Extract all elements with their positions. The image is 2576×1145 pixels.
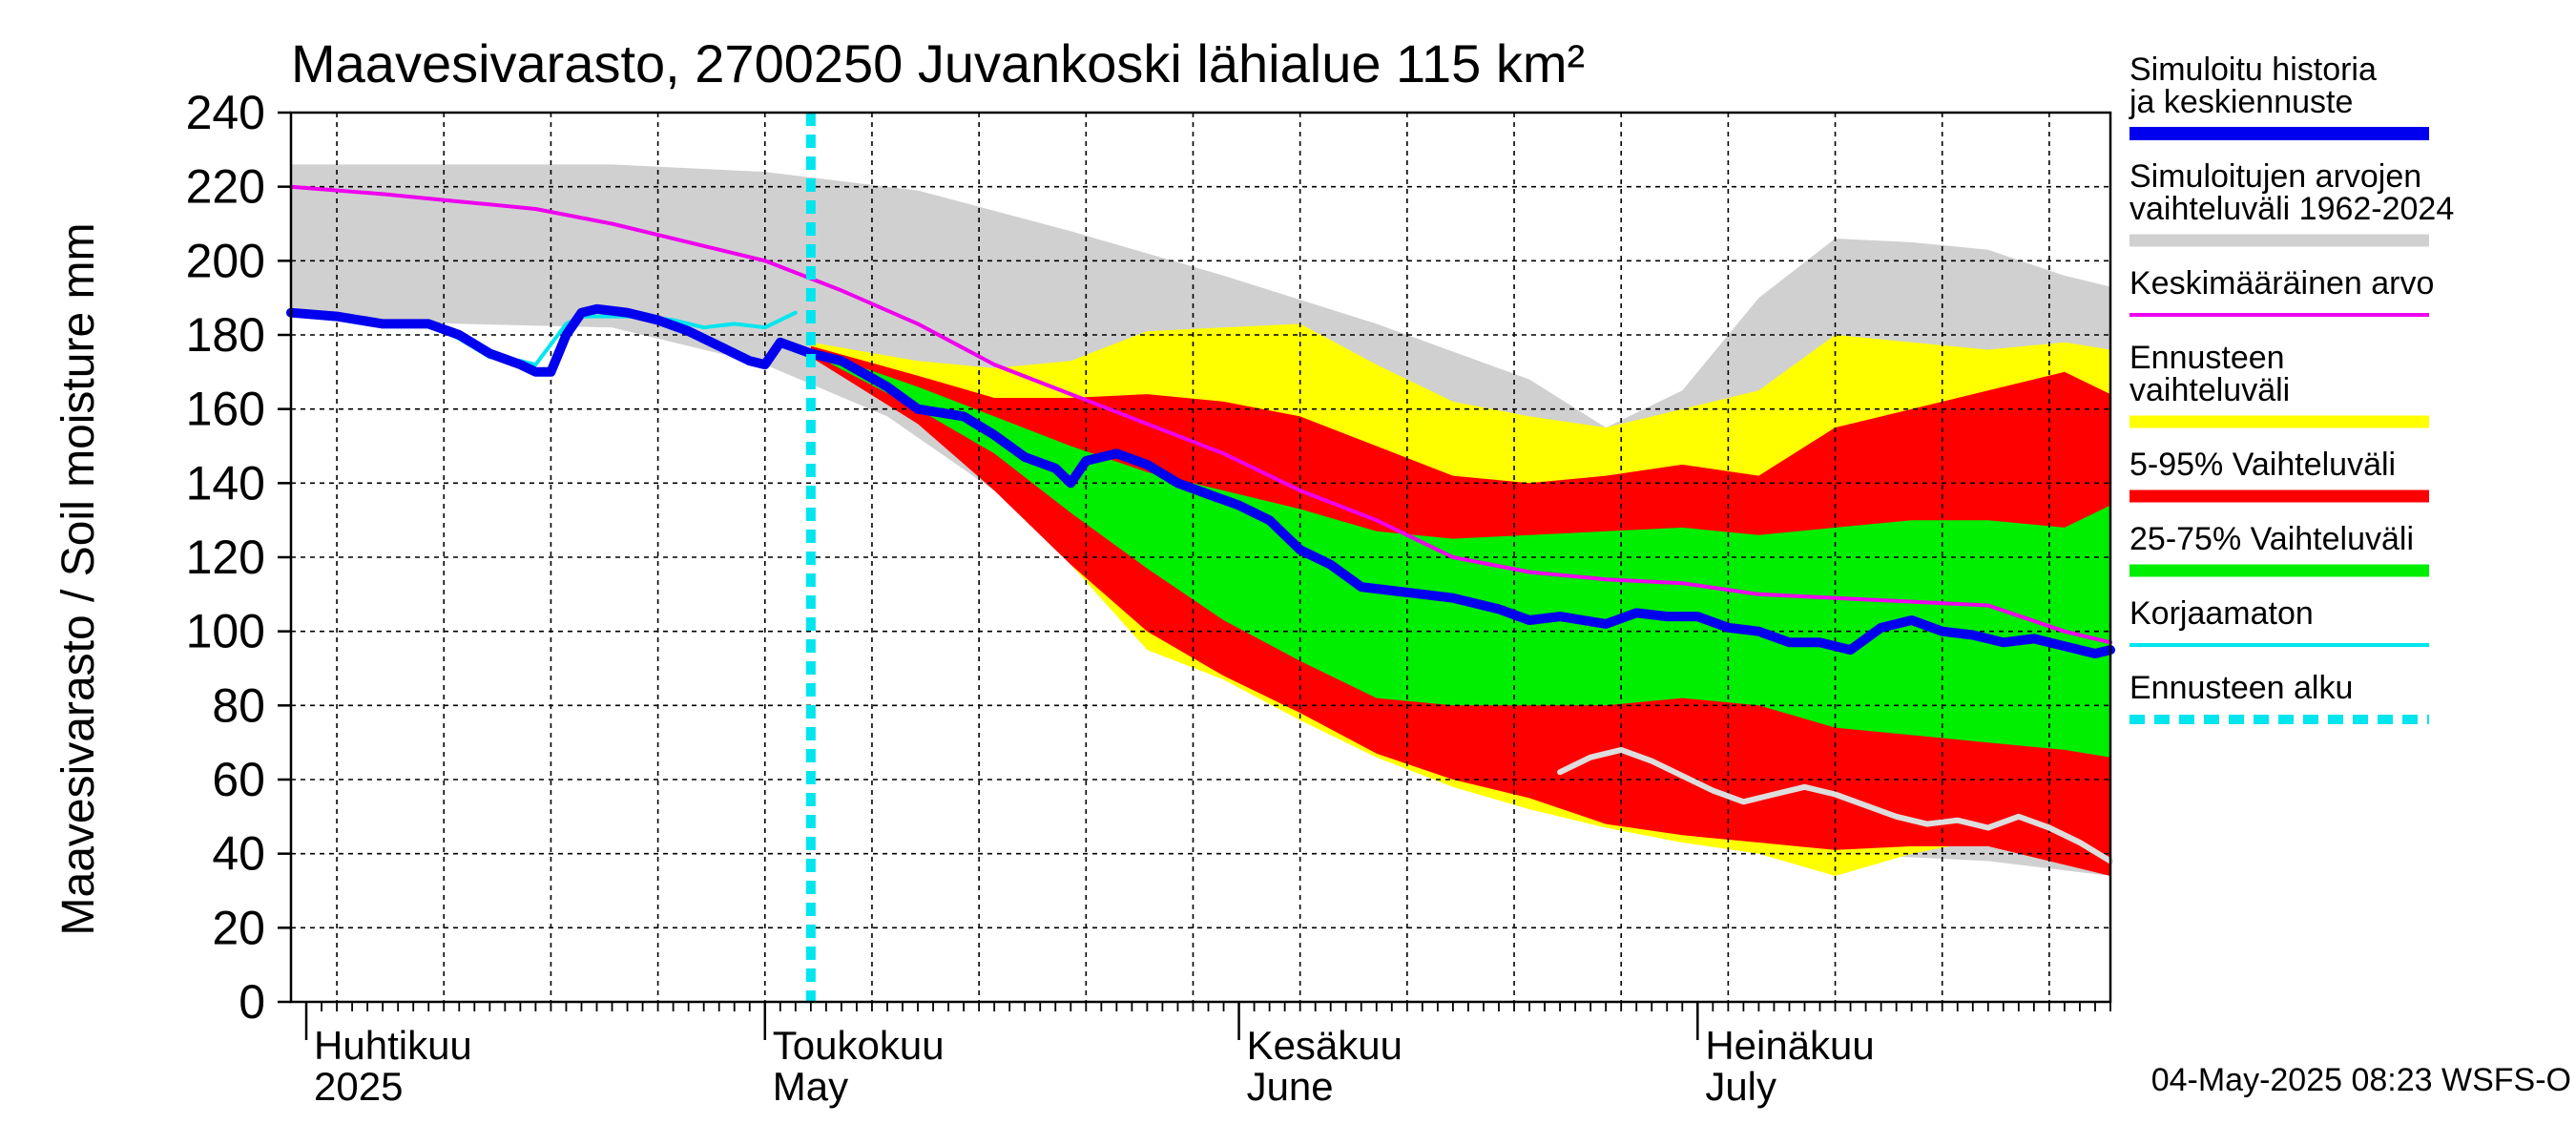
legend-label-2: Simuloitujen arvojen vaihteluväli 1962-20… (2129, 158, 2454, 227)
y-tick-label: 60 (212, 753, 265, 806)
legend-label-line: Ennusteen alku (2129, 670, 2353, 706)
month-label-en: June (1247, 1064, 1334, 1109)
legend-label-5: 5-95% Vaihteluväli (2129, 447, 2396, 483)
legend-label-line: Simuloitu historia (2129, 52, 2377, 88)
month-label-en: May (773, 1064, 848, 1109)
bands-layer (291, 164, 2110, 877)
legend-label-line: Keskimääräinen arvo (2129, 265, 2434, 302)
legend-label-line: 25-75% Vaihteluväli (2129, 521, 2414, 557)
month-label-fi: Toukokuu (773, 1023, 945, 1068)
y-tick-label: 220 (186, 160, 265, 214)
y-tick-label: 120 (186, 531, 265, 584)
legend-label-6: 25-75% Vaihteluväli (2129, 521, 2414, 557)
simulated-line (286, 303, 2115, 658)
y-tick-label: 20 (212, 901, 265, 954)
legend-label-8: Ennusteen alku (2129, 670, 2353, 706)
timestamp: 04-May-2025 08:23 WSFS-O (2151, 1062, 2571, 1098)
grid-layer (291, 113, 2110, 1002)
y-tick-label: 0 (239, 975, 265, 1029)
legend: Simuloitu historia ja keskiennusteSimuloi… (2129, 52, 2454, 724)
pale-trace-line (1557, 746, 2113, 864)
legend-label-1: Simuloitu historia ja keskiennuste (2129, 52, 2377, 120)
lines-layer (286, 113, 2115, 1002)
p25-75-band (810, 349, 2110, 758)
legend-label-line: Korjaamaton (2129, 595, 2314, 632)
y-tick-label: 140 (186, 456, 265, 510)
y-tick-label: 40 (212, 827, 265, 881)
mean-line (289, 184, 2112, 645)
month-label-fi: Kesäkuu (1247, 1023, 1402, 1068)
y-tick-label: 200 (186, 234, 265, 287)
month-label-en: 2025 (314, 1064, 403, 1109)
legend-label-line: vaihteluväli (2129, 372, 2290, 408)
y-tick-label: 160 (186, 383, 265, 436)
y-tick-label: 180 (186, 308, 265, 362)
legend-label-line: Simuloitujen arvojen (2129, 158, 2421, 195)
y-tick-label: 80 (212, 678, 265, 732)
y-axis-label: Maavesivarasto / Soil moisture mm (53, 223, 104, 936)
month-label-en: July (1705, 1064, 1776, 1109)
month-label-fi: Huhtikuu (314, 1023, 472, 1068)
chart-title: Maavesivarasto, 2700250 Juvankoski lähia… (291, 33, 1585, 94)
legend-label-3: Keskimääräinen arvo (2129, 265, 2434, 302)
month-label-fi: Heinäkuu (1705, 1023, 1874, 1068)
legend-label-line: Ennusteen (2129, 340, 2285, 376)
legend-label-line: ja keskiennuste (2129, 84, 2353, 120)
axes-layer: 0 20 40 60 80 100 120 140 160 180 200 220 240 Huhtiku… (186, 86, 2112, 1109)
legend-label-4: Ennusteen vaihteluväli (2129, 340, 2290, 408)
y-tick-label: 100 (186, 605, 265, 658)
legend-label-line: 5-95% Vaihteluväli (2129, 447, 2396, 483)
y-tick-label: 240 (186, 86, 265, 139)
legend-label-7: Korjaamaton (2129, 595, 2314, 632)
legend-label-line: vaihteluväli 1962-2024 (2129, 191, 2454, 227)
